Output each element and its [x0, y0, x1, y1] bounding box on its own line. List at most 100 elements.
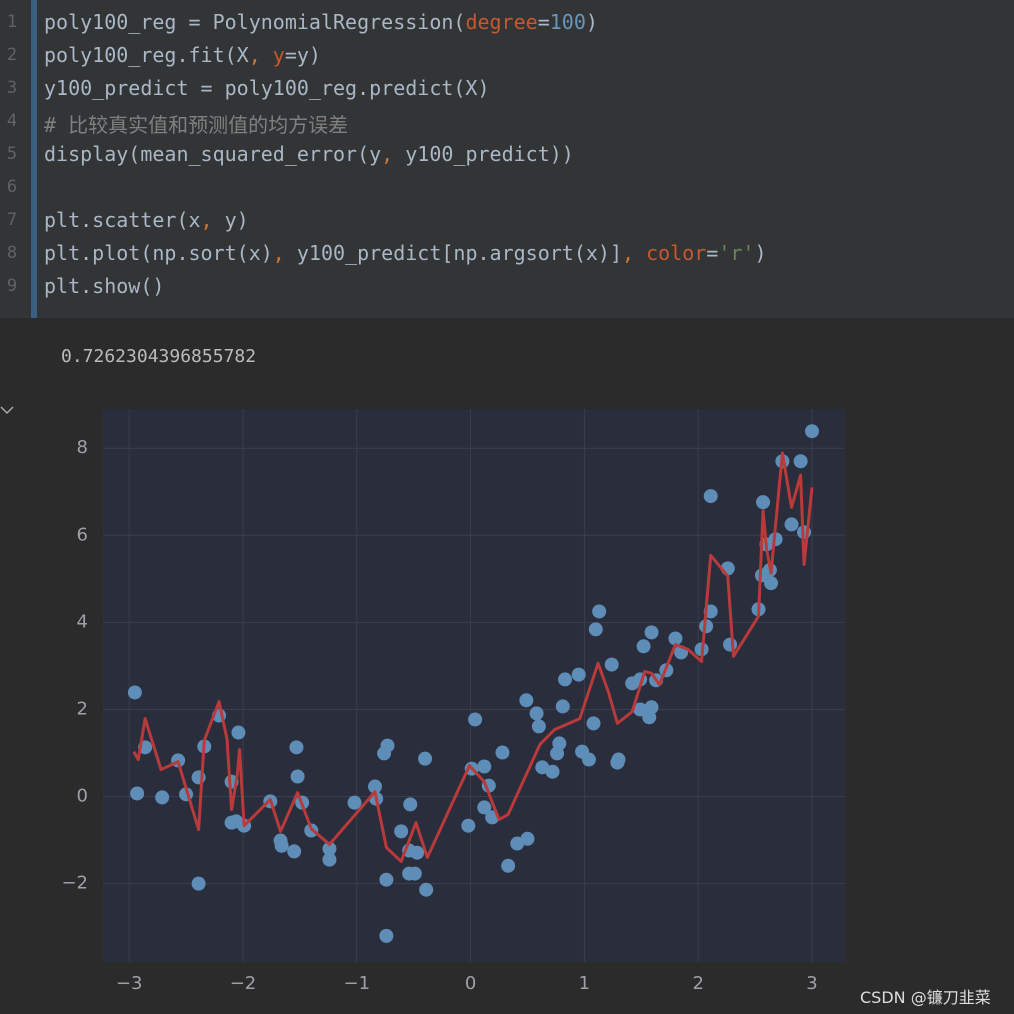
- code-token: ,: [272, 241, 297, 265]
- y-tick-label: 8: [77, 437, 88, 458]
- x-tick-label: 1: [579, 973, 590, 994]
- point: [519, 693, 534, 708]
- code-token: ): [585, 10, 598, 34]
- code-token: y: [272, 43, 285, 67]
- point: [322, 852, 337, 867]
- point: [290, 769, 305, 784]
- watermark: CSDN @镰刀韭菜: [860, 988, 991, 1007]
- line-number: 9: [6, 276, 18, 296]
- point: [558, 672, 573, 687]
- point: [604, 657, 619, 672]
- x-tick-label: −2: [230, 973, 257, 994]
- x-tick-label: −1: [344, 973, 371, 994]
- code-token: ,: [200, 208, 225, 232]
- code-token: poly100_reg.fit(X: [44, 43, 249, 67]
- code-token: plt.scatter(x: [44, 208, 201, 232]
- x-tick-label: −3: [116, 973, 143, 994]
- x-tick-label: 0: [465, 973, 476, 994]
- point: [611, 752, 626, 767]
- line-number: 5: [6, 144, 18, 164]
- y-tick-label: 6: [77, 524, 88, 545]
- code-token: =y): [284, 43, 321, 67]
- point: [231, 725, 246, 740]
- y-tick-label: 0: [77, 786, 88, 807]
- code-line: plt.plot(np.sort(x), y100_predict[np.arg…: [44, 241, 767, 265]
- line-number: 2: [6, 45, 18, 65]
- point: [410, 845, 425, 860]
- code-token: degree: [465, 10, 538, 34]
- point: [419, 882, 434, 897]
- point: [130, 786, 145, 801]
- code-token: display(mean_squared_error(y: [44, 142, 382, 166]
- point: [380, 738, 395, 753]
- point: [520, 831, 535, 846]
- point: [379, 928, 394, 943]
- point: [588, 622, 603, 637]
- point: [407, 866, 422, 881]
- code-token: ,: [248, 43, 273, 67]
- x-tick-label: 2: [692, 973, 703, 994]
- y-tick-label: 4: [77, 611, 88, 632]
- code-token: poly100_reg = PolynomialRegression(: [44, 10, 466, 34]
- point: [289, 740, 304, 755]
- code-token: 100: [549, 10, 586, 34]
- code-cell: 1 2 3 4 5 6 7 8 9 poly100_reg = PolynomialRegress…: [0, 0, 1014, 318]
- point: [322, 841, 337, 856]
- code-token: y): [224, 208, 249, 232]
- point: [468, 712, 483, 727]
- code-token: y100_predict)): [405, 142, 574, 166]
- point: [784, 517, 799, 532]
- code-token: plt.show(): [44, 274, 165, 298]
- code-line: plt.scatter(x, y): [44, 208, 249, 232]
- collapse-icon[interactable]: [0, 406, 14, 415]
- code-token: ,: [381, 142, 406, 166]
- code-line: poly100_reg.fit(X, y=y): [44, 43, 321, 67]
- code-line: plt.show(): [44, 274, 164, 298]
- line: [132, 451, 814, 863]
- line-number: 1: [6, 12, 18, 32]
- point: [418, 751, 433, 766]
- point: [274, 838, 289, 853]
- point: [592, 604, 607, 619]
- code-token: y100_predict[np.argsort(x)]: [296, 241, 622, 265]
- output-text: 0.7262304396855782: [61, 346, 257, 367]
- point: [191, 876, 206, 891]
- code-token: ): [754, 241, 767, 265]
- point: [644, 700, 659, 715]
- point: [545, 764, 560, 779]
- code-token: plt.plot(np.sort(x): [44, 241, 273, 265]
- code-token: =: [537, 10, 550, 34]
- point: [723, 637, 738, 652]
- plot-area: [103, 409, 845, 962]
- code-token: ,: [621, 241, 647, 265]
- code-line: y100_predict = poly100_reg.predict(X): [44, 76, 490, 100]
- code-token: 'r': [718, 241, 755, 265]
- point: [571, 667, 586, 682]
- point: [644, 625, 659, 640]
- point: [394, 824, 409, 839]
- point: [699, 619, 714, 634]
- point: [155, 790, 170, 805]
- point: [367, 779, 382, 794]
- point: [403, 797, 418, 812]
- point: [461, 818, 476, 833]
- line-number: 8: [6, 243, 18, 263]
- y-tick-label: 2: [77, 698, 88, 719]
- point: [764, 576, 779, 591]
- point: [477, 759, 492, 774]
- point: [531, 719, 546, 734]
- line-number: 4: [6, 111, 18, 131]
- point: [636, 639, 651, 654]
- point: [127, 685, 142, 700]
- point: [804, 424, 819, 439]
- point: [477, 800, 492, 815]
- code-token: y100_predict = poly100_reg.predict(X): [44, 76, 490, 100]
- code-line: poly100_reg = PolynomialRegression(degre…: [44, 10, 598, 34]
- point: [586, 716, 601, 731]
- line-number: 7: [6, 210, 18, 230]
- point: [379, 872, 394, 887]
- line-number: 3: [6, 78, 18, 98]
- code-token: =: [706, 241, 719, 265]
- point: [287, 844, 302, 859]
